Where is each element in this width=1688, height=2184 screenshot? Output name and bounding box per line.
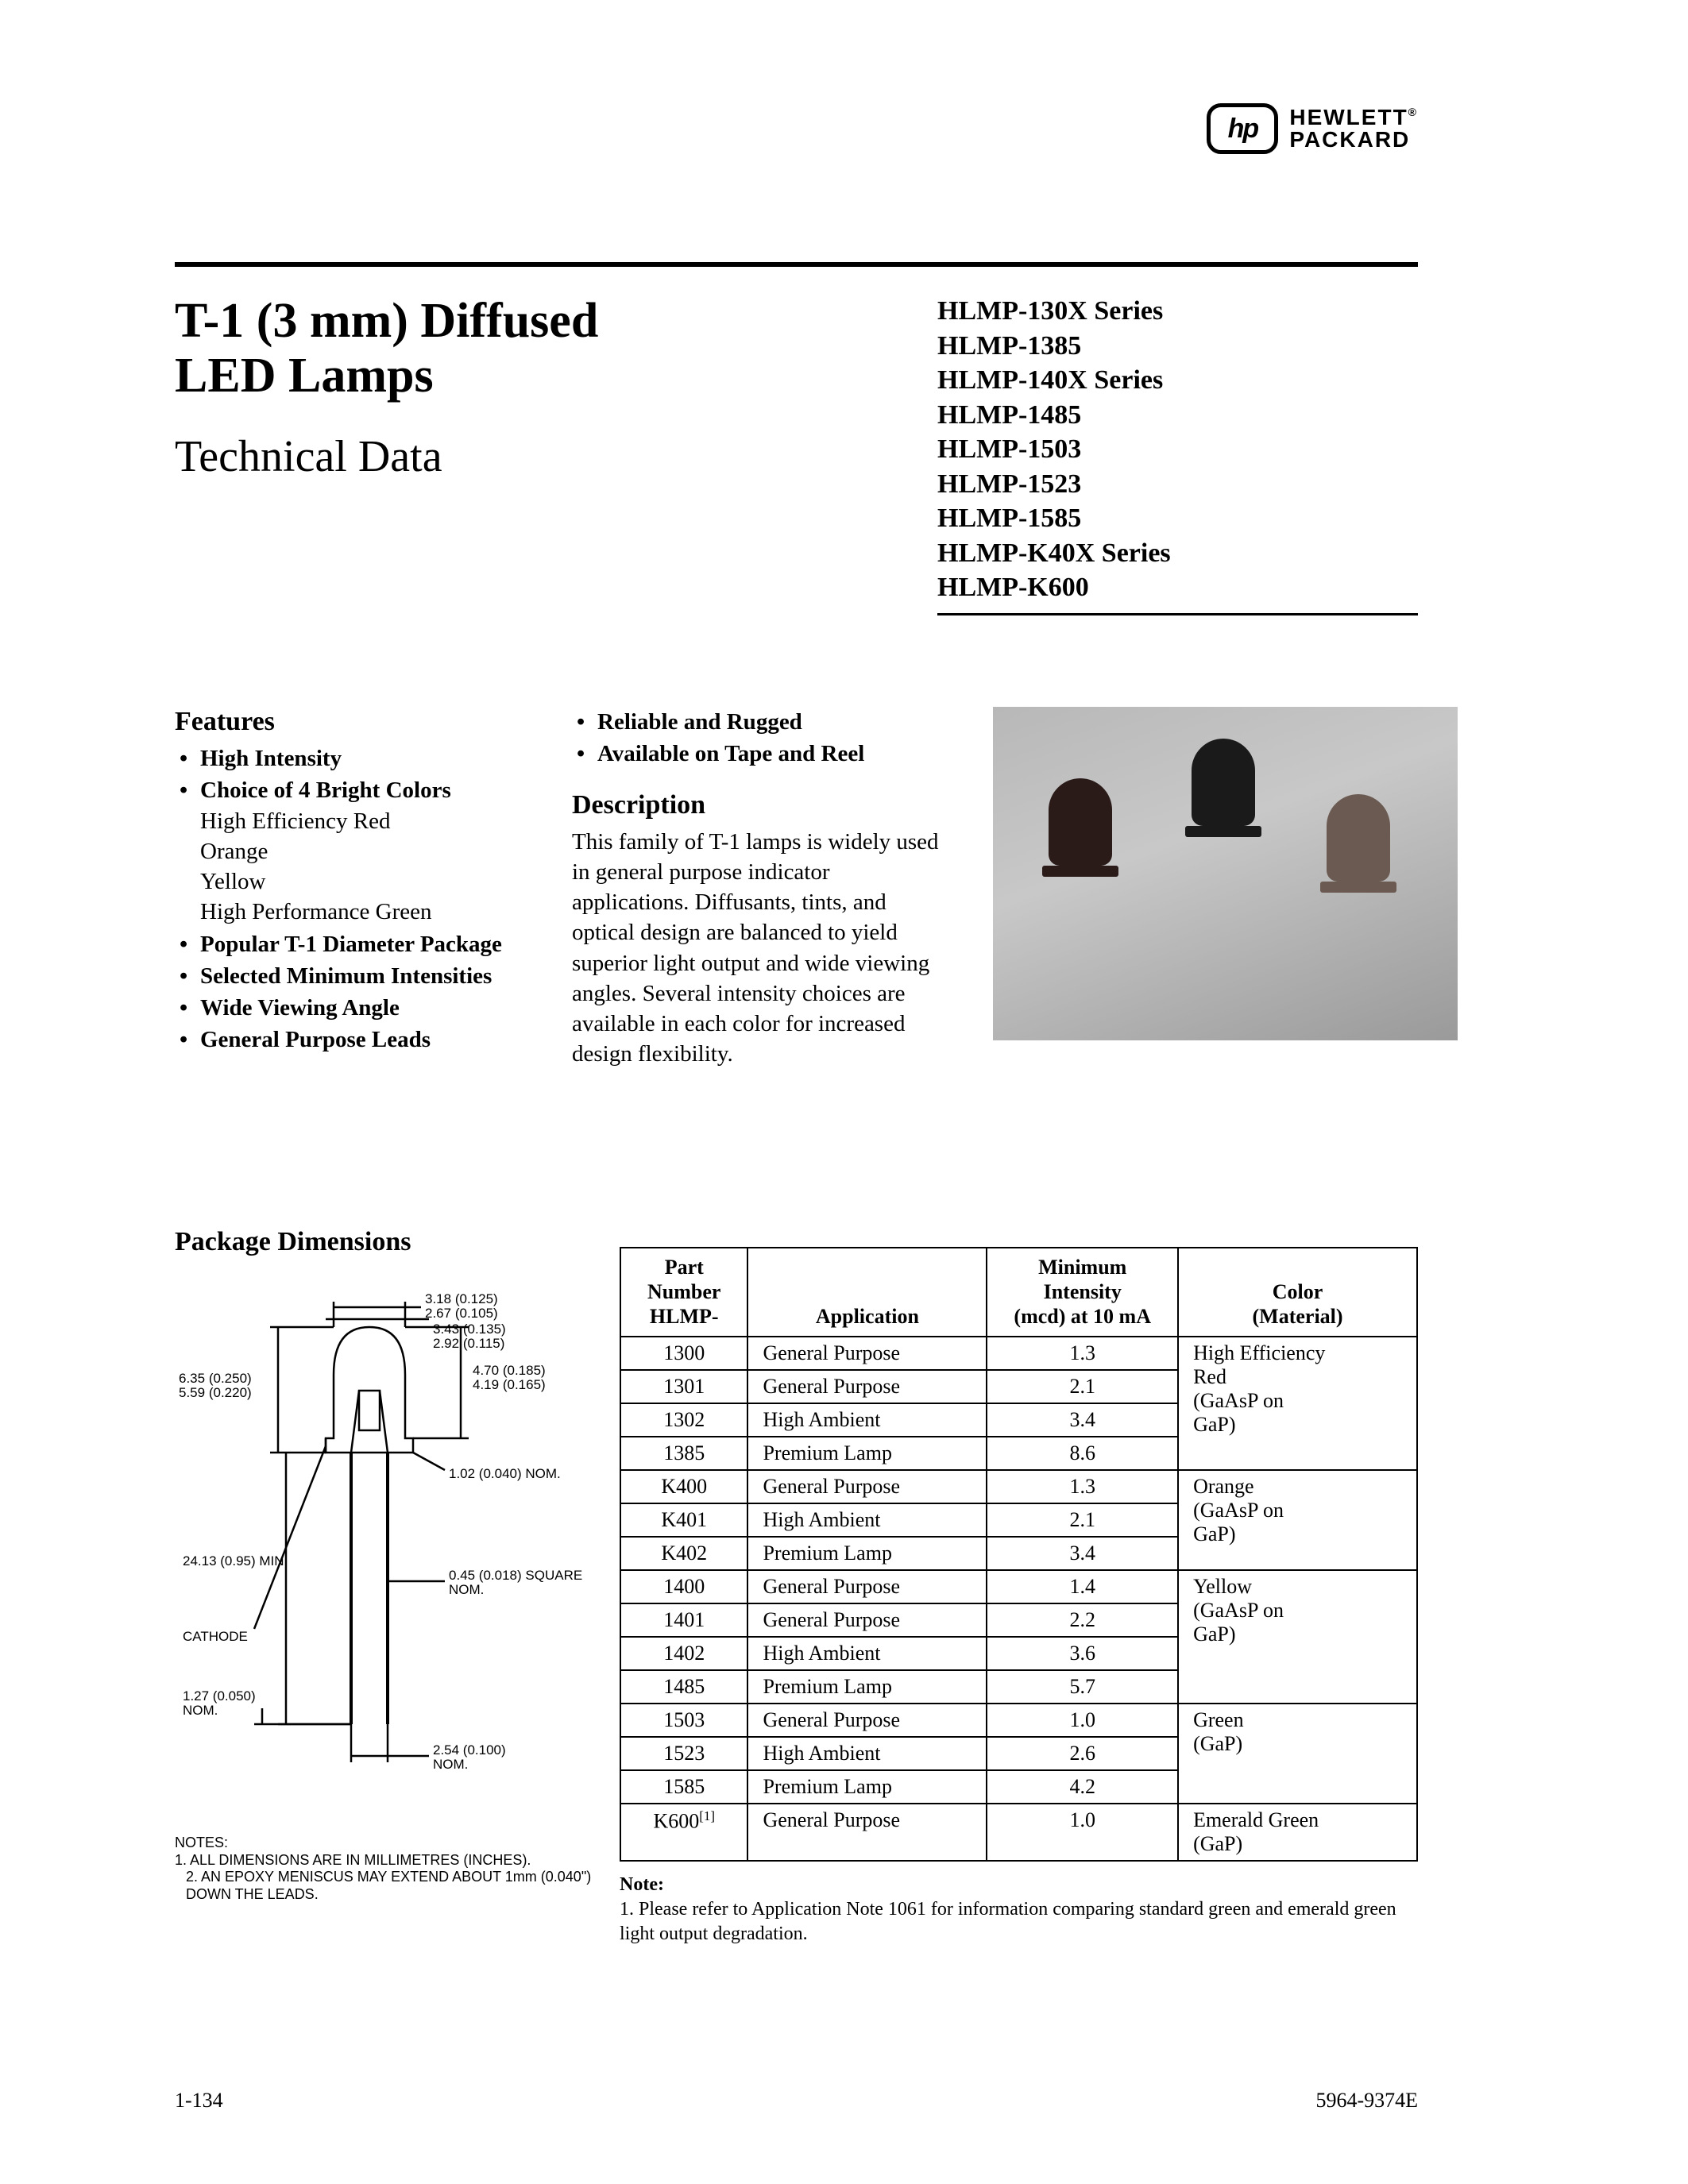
th-app: Application — [747, 1248, 987, 1337]
svg-text:3.18 (0.125): 3.18 (0.125) — [425, 1291, 498, 1306]
svg-text:NOM.: NOM. — [449, 1582, 484, 1597]
description-column: Reliable and RuggedAvailable on Tape and… — [572, 707, 945, 1070]
svg-text:24.13 (0.95) MIN.: 24.13 (0.95) MIN. — [183, 1553, 288, 1569]
package-heading: Package Dimensions — [175, 1227, 604, 1257]
svg-text:NOM.: NOM. — [433, 1757, 468, 1772]
table-row: 1300General Purpose1.3High EfficiencyRed… — [620, 1337, 1417, 1370]
table-row: K600[1]General Purpose1.0Emerald Green(G… — [620, 1804, 1417, 1861]
page-title: T-1 (3 mm) Diffused LED Lamps — [175, 294, 890, 404]
led-icon — [1192, 739, 1261, 1040]
description-text: This family of T-1 lamps is widely used … — [572, 827, 945, 1070]
table-row: 1400General Purpose1.4Yellow(GaAsP onGaP… — [620, 1570, 1417, 1603]
part-number: HLMP-1385 — [937, 329, 1418, 364]
part-numbers-list: HLMP-130X SeriesHLMP-1385HLMP-140X Serie… — [937, 294, 1418, 615]
svg-text:0.45 (0.018) SQUARE: 0.45 (0.018) SQUARE — [449, 1568, 582, 1583]
svg-text:1.02 (0.040) NOM.: 1.02 (0.040) NOM. — [449, 1466, 561, 1481]
part-number: HLMP-1485 — [937, 398, 1418, 433]
part-number: HLMP-130X Series — [937, 294, 1418, 329]
svg-text:5.59 (0.220): 5.59 (0.220) — [179, 1385, 252, 1400]
part-number: HLMP-1503 — [937, 432, 1418, 467]
page-subtitle: Technical Data — [175, 431, 890, 482]
feature-item: Selected Minimum Intensities — [180, 961, 524, 991]
title-block: T-1 (3 mm) Diffused LED Lamps Technical … — [175, 294, 890, 482]
part-number: HLMP-K600 — [937, 570, 1418, 605]
led-icon — [1049, 778, 1118, 1040]
spec-table-wrap: PartNumberHLMP- Application MinimumInten… — [620, 1247, 1418, 1947]
svg-text:CATHODE: CATHODE — [183, 1629, 248, 1644]
svg-text:4.19 (0.165): 4.19 (0.165) — [473, 1377, 546, 1392]
features-list: High IntensityChoice of 4 Bright ColorsH… — [175, 743, 524, 1055]
svg-text:NOM.: NOM. — [183, 1703, 218, 1718]
led-icon — [1327, 794, 1396, 1040]
hp-logo-icon: hp — [1207, 103, 1278, 154]
photo-column — [993, 707, 1561, 1070]
svg-text:2.67 (0.105): 2.67 (0.105) — [425, 1306, 498, 1321]
feature-item: Wide Viewing Angle — [180, 993, 524, 1023]
package-notes: NOTES: 1. ALL DIMENSIONS ARE IN MILLIMET… — [175, 1835, 604, 1903]
th-color: Color(Material) — [1178, 1248, 1417, 1337]
table-note: Note: 1. Please refer to Application Not… — [620, 1873, 1418, 1947]
feature-item: General Purpose Leads — [180, 1024, 524, 1055]
feature-item: High Intensity — [180, 743, 524, 774]
feature-item: Available on Tape and Reel — [577, 739, 945, 769]
svg-text:2.54 (0.100): 2.54 (0.100) — [433, 1742, 506, 1758]
part-number: HLMP-140X Series — [937, 363, 1418, 398]
brand-logo-block: hp HEWLETT® PACKARD — [1207, 103, 1418, 154]
footer-doc-id: 5964-9374E — [1315, 2089, 1418, 2113]
table-row: K400General Purpose1.3Orange(GaAsP onGaP… — [620, 1470, 1417, 1503]
part-numbers-rule — [937, 613, 1418, 615]
features-column: Features High IntensityChoice of 4 Brigh… — [175, 707, 524, 1070]
svg-text:3.43 (0.135): 3.43 (0.135) — [433, 1322, 506, 1337]
footer-page-num: 1-134 — [175, 2089, 223, 2113]
svg-text:4.70 (0.185): 4.70 (0.185) — [473, 1363, 546, 1378]
features-list-col2: Reliable and RuggedAvailable on Tape and… — [572, 707, 945, 770]
top-rule — [175, 262, 1418, 267]
package-diagram: 3.18 (0.125) 2.67 (0.105) 3.43 (0.135) 2… — [175, 1279, 588, 1819]
brand-name: HEWLETT® PACKARD — [1289, 106, 1418, 151]
part-number: HLMP-1523 — [937, 467, 1418, 502]
package-dimensions-block: Package Dimensions — [175, 1227, 604, 1903]
table-row: 1503General Purpose1.0Green(GaP) — [620, 1704, 1417, 1737]
product-photo — [993, 707, 1458, 1040]
part-number: HLMP-1585 — [937, 501, 1418, 536]
description-heading: Description — [572, 790, 945, 820]
feature-item: Reliable and Rugged — [577, 707, 945, 737]
svg-text:1.27 (0.050): 1.27 (0.050) — [183, 1688, 256, 1704]
part-number: HLMP-K40X Series — [937, 536, 1418, 571]
feature-item: Choice of 4 Bright ColorsHigh Efficiency… — [180, 775, 524, 927]
th-int: MinimumIntensity(mcd) at 10 mA — [987, 1248, 1178, 1337]
feature-item: Popular T-1 Diameter Package — [180, 929, 524, 959]
svg-text:6.35 (0.250): 6.35 (0.250) — [179, 1371, 252, 1386]
th-part: PartNumberHLMP- — [620, 1248, 747, 1337]
svg-text:2.92 (0.115): 2.92 (0.115) — [433, 1336, 504, 1351]
features-heading: Features — [175, 707, 524, 737]
spec-table: PartNumberHLMP- Application MinimumInten… — [620, 1247, 1418, 1862]
